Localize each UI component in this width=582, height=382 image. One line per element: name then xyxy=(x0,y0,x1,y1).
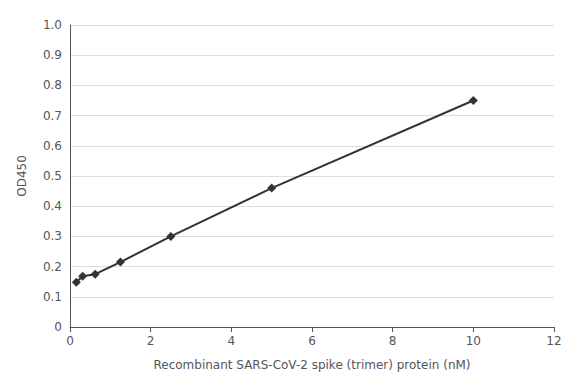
svg-text:0.3: 0.3 xyxy=(43,229,62,243)
svg-text:Recombinant SARS-CoV-2 spike (: Recombinant SARS-CoV-2 spike (trimer) pr… xyxy=(153,358,470,372)
svg-text:0.9: 0.9 xyxy=(43,48,62,62)
svg-text:8: 8 xyxy=(389,334,397,348)
svg-text:OD450: OD450 xyxy=(15,155,29,197)
svg-text:0.8: 0.8 xyxy=(43,78,62,92)
svg-text:0.6: 0.6 xyxy=(43,139,62,153)
svg-text:0.2: 0.2 xyxy=(43,260,62,274)
svg-text:0.4: 0.4 xyxy=(43,199,62,213)
svg-text:6: 6 xyxy=(308,334,316,348)
svg-text:1.0: 1.0 xyxy=(43,18,62,32)
svg-text:10: 10 xyxy=(466,334,481,348)
svg-text:0.1: 0.1 xyxy=(43,290,62,304)
svg-text:0.5: 0.5 xyxy=(43,169,62,183)
svg-text:0.7: 0.7 xyxy=(43,109,62,123)
svg-text:0: 0 xyxy=(66,334,74,348)
svg-text:0: 0 xyxy=(54,320,62,334)
svg-text:4: 4 xyxy=(228,334,236,348)
svg-text:12: 12 xyxy=(546,334,561,348)
svg-text:2: 2 xyxy=(147,334,155,348)
